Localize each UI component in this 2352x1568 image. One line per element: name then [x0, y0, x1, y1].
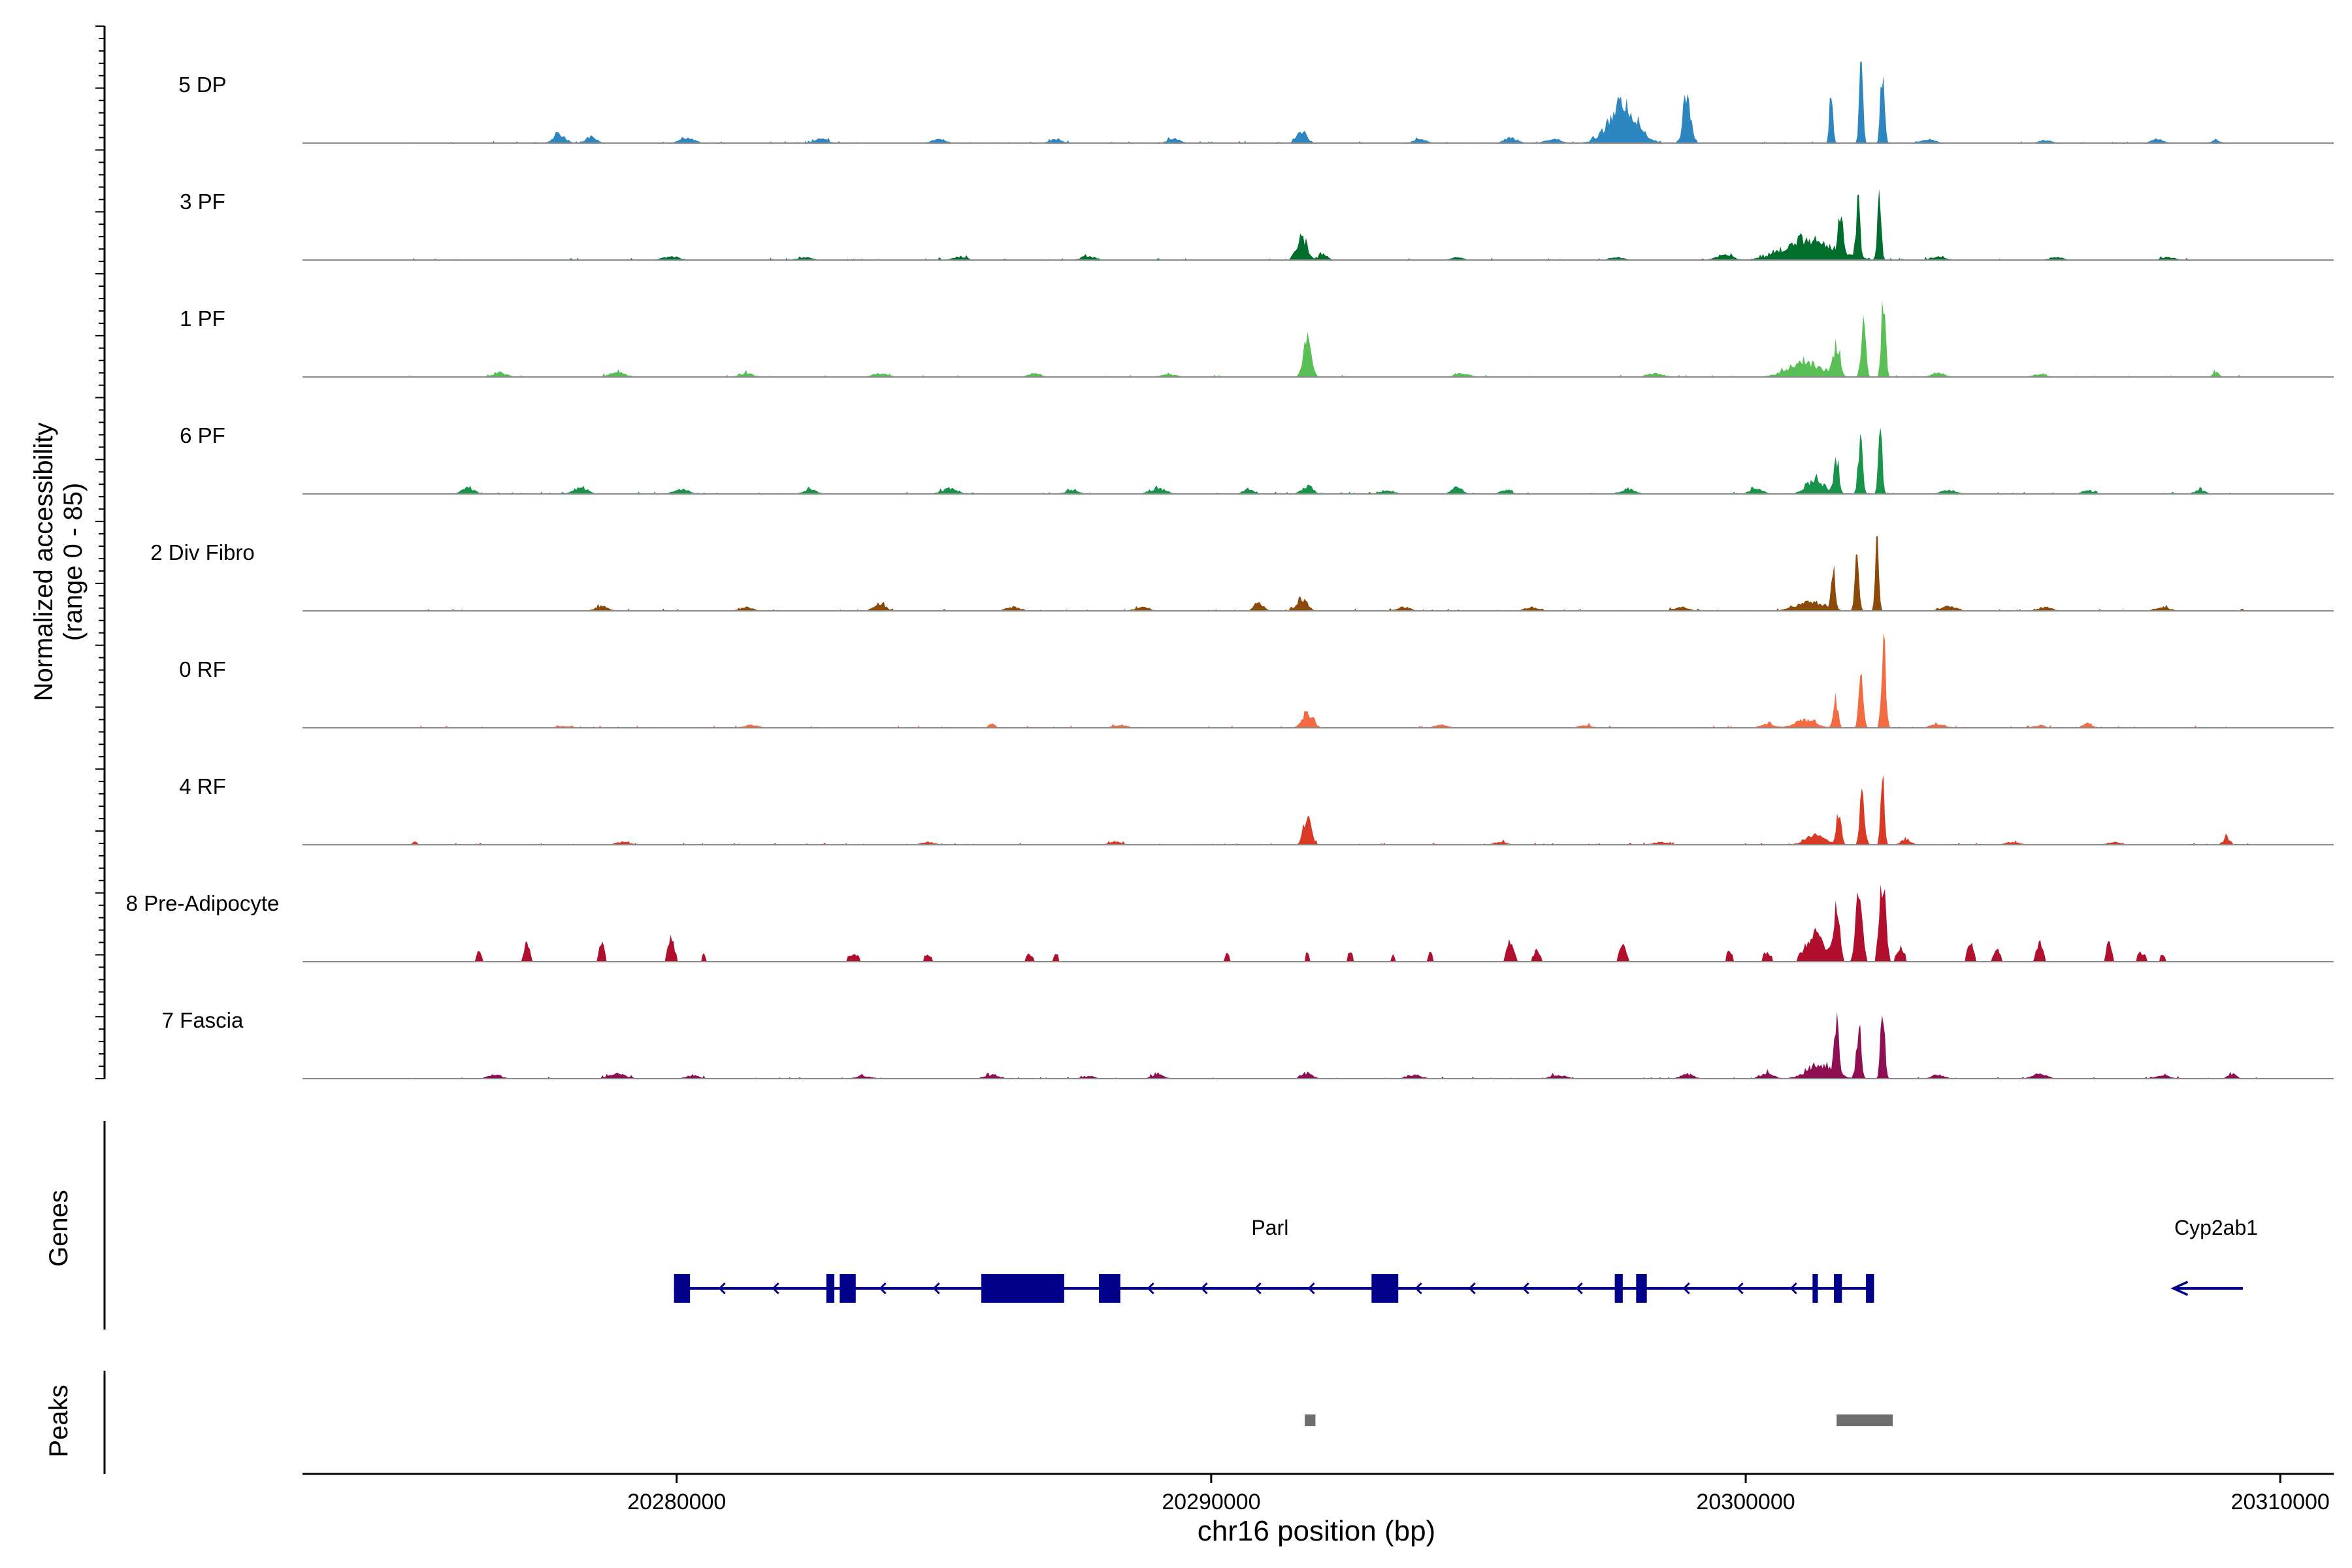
gene-exon — [1614, 1274, 1623, 1303]
gene-exon — [1866, 1274, 1874, 1303]
track-9: 7 Fascia — [162, 1008, 2334, 1079]
track-5: 2 Div Fibro — [150, 536, 2334, 612]
gene-exon — [826, 1274, 835, 1303]
track-label: 8 Pre-Adipocyte — [126, 891, 280, 915]
gene-exon — [1636, 1274, 1647, 1303]
strand-arrow — [879, 1282, 887, 1295]
y-axis — [95, 25, 106, 1079]
x-tick-label: 20310000 — [2231, 1490, 2330, 1514]
strand-arrow — [1147, 1282, 1154, 1295]
track-label: 2 Div Fibro — [150, 540, 255, 564]
peak-region — [1305, 1414, 1316, 1426]
strand-arrow — [932, 1282, 940, 1295]
gene-exon — [1371, 1274, 1399, 1303]
track-label: 7 Fascia — [162, 1008, 244, 1032]
strand-arrow — [1414, 1282, 1422, 1295]
x-tick-label: 20290000 — [1162, 1490, 1260, 1514]
strand-arrow — [718, 1282, 726, 1295]
track-8: 8 Pre-Adipocyte — [126, 884, 2334, 962]
track-label: 3 PF — [180, 189, 225, 214]
strand-arrow — [1522, 1282, 1529, 1295]
strand-arrow — [1254, 1282, 1262, 1295]
strand-arrow — [2170, 1281, 2189, 1296]
strand-arrow — [1468, 1282, 1476, 1295]
gene-annotation-track: Parl Cyp2ab1 — [103, 1121, 2258, 1330]
coverage-area — [409, 61, 2258, 143]
coverage-area — [409, 299, 2258, 377]
track-7: 4 RF — [179, 774, 2334, 845]
track-6: 0 RF — [179, 633, 2334, 728]
y-axis-range-label: (range 0 - 85) — [59, 483, 88, 641]
strand-arrow — [772, 1282, 779, 1295]
coverage-area — [409, 188, 2258, 260]
gene-exon — [981, 1274, 1064, 1303]
track-label: 6 PF — [180, 423, 225, 448]
coverage-area — [409, 775, 2258, 845]
coverage-area — [409, 884, 2258, 962]
genes-track-label: Genes — [44, 1190, 73, 1267]
gene-exon — [1812, 1274, 1818, 1303]
y-axis-label: Normalized accessibility — [29, 423, 58, 702]
x-tick-label: 20300000 — [1696, 1490, 1795, 1514]
track-label: 1 PF — [180, 306, 225, 331]
strand-arrow — [1200, 1282, 1208, 1295]
gene-label: Parl — [1251, 1216, 1288, 1239]
x-tick-label: 20280000 — [627, 1490, 726, 1514]
gene-exon — [1099, 1274, 1120, 1303]
strand-arrow — [1307, 1282, 1315, 1295]
coverage-area — [409, 536, 2258, 611]
x-axis-label: chr16 position (bp) — [1198, 1515, 1435, 1547]
peaks-track — [103, 1371, 1893, 1474]
gene-exon — [674, 1274, 691, 1303]
gene-exon — [1834, 1274, 1842, 1303]
track-label: 0 RF — [179, 657, 226, 681]
coverage-area — [409, 1011, 2258, 1079]
gene-exon — [840, 1274, 856, 1303]
strand-arrow — [1736, 1282, 1744, 1295]
coverage-area — [409, 427, 2258, 494]
x-axis: 20280000 20290000 20300000 20310000 — [302, 1473, 2334, 1514]
track-4: 6 PF — [180, 423, 2334, 495]
coverage-tracks: 5 DP 3 PF 1 PF 6 PF 2 Div Fibro 0 RF 4 RF 8 Pre… — [126, 61, 2334, 1079]
track-2: 3 PF — [180, 188, 2334, 261]
track-label: 4 RF — [179, 774, 226, 798]
track-label: 5 DP — [178, 73, 226, 97]
gene-cyp2ab1: Cyp2ab1 — [2170, 1216, 2258, 1296]
gene-label: Cyp2ab1 — [2174, 1216, 2258, 1239]
peaks-track-label: Peaks — [44, 1384, 73, 1457]
gene-parl: Parl — [674, 1216, 1874, 1303]
peak-region — [1837, 1414, 1893, 1426]
coverage-area — [409, 633, 2258, 728]
strand-arrow — [1575, 1282, 1583, 1295]
track-1: 5 DP — [178, 61, 2334, 144]
track-3: 1 PF — [180, 299, 2334, 378]
strand-arrow — [1682, 1282, 1690, 1295]
strand-arrow — [1789, 1282, 1797, 1295]
